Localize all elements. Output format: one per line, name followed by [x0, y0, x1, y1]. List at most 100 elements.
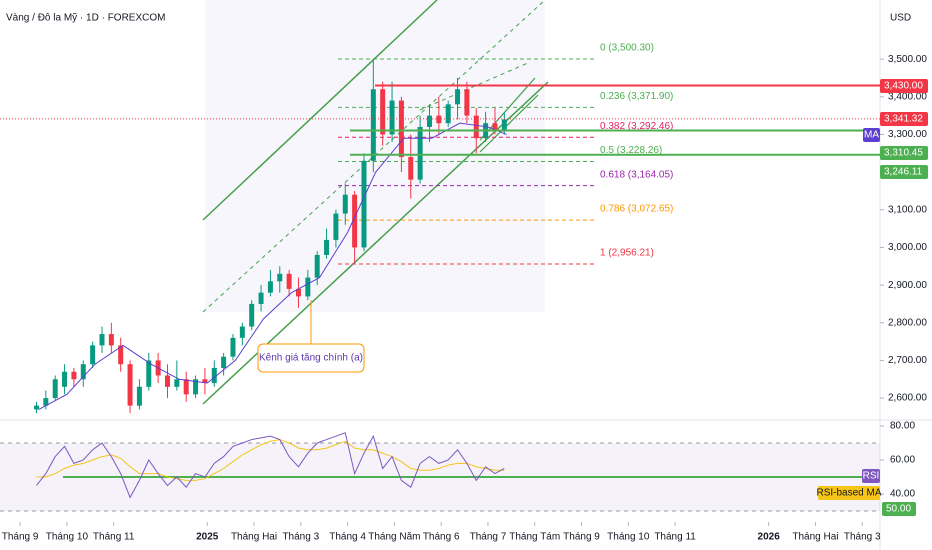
- candle-body: [62, 371, 68, 387]
- rsi-line: [36, 432, 505, 499]
- x-tick-label: Tháng 3: [844, 532, 881, 543]
- candle-body: [333, 213, 339, 240]
- x-tick-label: Tháng 11: [654, 532, 696, 543]
- candle-body: [118, 345, 124, 365]
- rsi-ma-tag-label: RSI-based MA: [816, 488, 881, 499]
- y-tick-label: 3,000.00: [888, 242, 927, 253]
- x-tick-label: Tháng 4: [329, 532, 366, 543]
- fib-label: 0.236 (3,371.90): [600, 91, 673, 102]
- candle-body: [501, 119, 507, 131]
- x-tick-label: Tháng Năm: [368, 532, 420, 543]
- fib-label: 1 (2,956.21): [600, 248, 654, 259]
- candle-body: [295, 288, 301, 297]
- candle-body: [258, 292, 264, 304]
- currency: USD: [890, 13, 911, 24]
- rsi-tick-label: 40.00: [890, 489, 915, 500]
- price-tag-label: 3,310.45: [884, 148, 923, 159]
- candle-body: [90, 345, 96, 365]
- candle-body: [211, 367, 217, 384]
- y-tick-label: 3,100.00: [888, 204, 927, 215]
- fib-label: 0.5 (3,228.26): [600, 145, 662, 156]
- ma-line: [38, 122, 507, 410]
- candle-body: [108, 334, 114, 346]
- annotation: Kênh giá tăng chính (a): [259, 353, 363, 364]
- candle-body: [80, 364, 86, 380]
- candle-body: [277, 273, 283, 282]
- candle-body: [380, 89, 386, 135]
- rsi-level-tag-label: 50.00: [886, 504, 911, 515]
- x-tick-label: Tháng 6: [423, 532, 460, 543]
- price-tag-label: 3,430.00: [884, 81, 923, 92]
- candle-body: [455, 89, 461, 105]
- chart-title: Vàng / Đô la Mỹ · 1D · FOREXCOM: [6, 13, 165, 24]
- y-tick-label: 3,400.00: [888, 91, 927, 102]
- candle-body: [305, 277, 311, 297]
- annotation-box: [257, 343, 365, 373]
- candle-body: [164, 375, 170, 387]
- candle-body: [183, 379, 189, 395]
- x-tick-label: Tháng 11: [93, 532, 135, 543]
- rsi-tag-label: RSI: [863, 471, 880, 482]
- fib-label: 0.618 (3,164.05): [600, 169, 673, 180]
- x-tick-label: Tháng 10: [46, 532, 89, 543]
- candle-body: [370, 89, 376, 161]
- candle-body: [324, 239, 330, 255]
- x-tick-label: Tháng 7: [470, 532, 507, 543]
- candle-body: [127, 364, 133, 406]
- candle-body: [286, 273, 292, 289]
- candle-body: [389, 100, 395, 135]
- x-tick-label: Tháng 9: [2, 532, 39, 543]
- fib-label: 0 (3,500.30): [600, 43, 654, 54]
- fib-label: 0.786 (3,072.65): [600, 204, 673, 215]
- price-tag: [880, 165, 928, 179]
- candle-body: [408, 157, 414, 180]
- ma-tag-label: MA: [864, 130, 879, 141]
- rsi-ma-line: [36, 439, 505, 481]
- price-tag: [880, 112, 928, 126]
- channel-upper: [202, 0, 438, 221]
- x-tick-label: Tháng Hai: [231, 532, 277, 543]
- x-tick-label: Tháng 9: [563, 532, 600, 543]
- candle-body: [146, 360, 152, 387]
- candle-body: [193, 379, 199, 395]
- x-tick-label: Tháng Tám: [509, 532, 560, 543]
- x-tick-label: 2025: [196, 532, 219, 543]
- channel-mid: [202, 0, 546, 313]
- candle-body: [426, 115, 432, 127]
- candle-body: [202, 379, 208, 384]
- candle-body: [43, 398, 49, 406]
- y-tick-label: 3,300.00: [888, 129, 927, 140]
- candle-body: [33, 405, 39, 410]
- x-tick-label: Tháng Hai: [792, 532, 838, 543]
- rsi-ma-tag: [818, 486, 880, 500]
- fib-label: 0.382 (3,292.46): [600, 121, 673, 132]
- candle-body: [492, 123, 498, 131]
- ma-tag: [863, 128, 880, 142]
- candle-body: [99, 334, 105, 346]
- candle-body: [473, 115, 479, 139]
- x-tick-label: Tháng 10: [607, 532, 650, 543]
- y-tick-label: 2,800.00: [888, 317, 927, 328]
- candle-body: [445, 104, 451, 124]
- candle-body: [174, 379, 180, 387]
- candle-body: [239, 326, 245, 338]
- candle-body: [267, 281, 273, 293]
- candle-body: [136, 386, 142, 406]
- candle-body: [221, 356, 227, 368]
- y-tick-label: 3,500.00: [888, 54, 927, 65]
- candle-body: [464, 89, 470, 116]
- main-pane: [33, 58, 595, 414]
- rsi-tick-label: 60.00: [890, 455, 915, 466]
- candle-body: [52, 379, 58, 399]
- rsi-tag: [862, 469, 880, 483]
- candle-body: [71, 371, 77, 380]
- x-tick-label: 2026: [758, 532, 781, 543]
- candle-body: [342, 194, 348, 214]
- price-tag-label: 3,246.11: [884, 167, 923, 178]
- candle-body: [398, 100, 404, 158]
- candle-body: [314, 254, 320, 278]
- price-tag-label: 3,341.32: [884, 114, 923, 125]
- y-tick-label: 2,600.00: [888, 393, 927, 404]
- rsi-level-tag: [882, 502, 916, 516]
